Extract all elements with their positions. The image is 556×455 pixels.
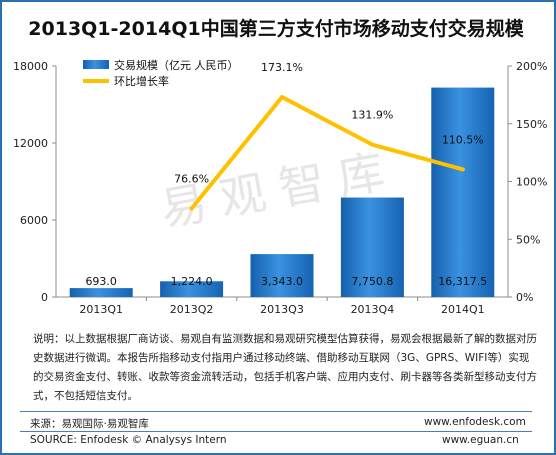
x-tick-label: 2013Q4	[351, 303, 395, 316]
legend-bar-swatch	[83, 60, 109, 69]
bar	[431, 87, 495, 297]
y-left-tick-label: 6000	[20, 214, 48, 227]
y-right-tick-label: 200%	[516, 60, 547, 73]
site-eguan: www.eguan.cn	[442, 434, 519, 446]
source-en: SOURCE: Enfodesk © Analysys Intern	[30, 434, 227, 446]
bar	[160, 281, 224, 297]
growth-value-label: 173.1%	[261, 61, 303, 74]
legend-bar-label: 交易规模（亿元 人民币）	[114, 58, 239, 72]
footer-divider-bottom	[20, 431, 532, 432]
bar-value-label: 693.0	[85, 275, 117, 288]
bar-value-label: 16,317.5	[438, 275, 487, 288]
bar	[250, 254, 314, 297]
x-tick-label: 2013Q3	[260, 303, 304, 316]
growth-point	[370, 142, 375, 147]
site-enfodesk: www.enfodesk.com	[424, 416, 526, 428]
growth-point	[280, 95, 284, 100]
bar	[340, 197, 404, 297]
growth-line	[189, 95, 465, 211]
y-right-tick-label: 150%	[516, 118, 547, 131]
y-left-tick-label: 18000	[13, 60, 48, 73]
growth-value-label: 110.5%	[442, 133, 484, 146]
bar-value-label: 7,750.8	[351, 275, 393, 288]
chart-title: 2013Q1-2014Q1中国第三方支付市场移动支付交易规模	[28, 18, 524, 40]
footer-divider-top	[20, 411, 532, 412]
chart-note: 说明：以上数据根据厂商访谈、易观自有监测数据和易观研究模型估算获得，易观会根据最…	[33, 333, 537, 402]
y-left-tick-label: 0	[41, 291, 48, 304]
growth-point	[460, 167, 465, 172]
y-right-tick-label: 0%	[516, 291, 533, 304]
chart-plot: 易观智库 0600012000180000%50%100%150%200%201…	[13, 58, 547, 316]
growth-value-label: 131.9%	[351, 109, 393, 122]
y-left-tick-label: 12000	[13, 137, 48, 150]
x-tick-label: 2014Q1	[441, 303, 485, 316]
bar	[69, 288, 133, 297]
y-right-tick-label: 100%	[516, 176, 547, 189]
bar-value-label: 1,224.0	[171, 275, 213, 288]
legend-line-label: 环比增长率	[114, 74, 169, 88]
bar-value-label: 3,343.0	[261, 275, 303, 288]
growth-value-label: 76.6%	[174, 173, 209, 186]
growth-point	[189, 206, 194, 211]
source-cn: 来源：易观国际·易观智库	[30, 418, 149, 430]
y-right-tick-label: 50%	[516, 233, 540, 246]
x-tick-label: 2013Q1	[79, 303, 123, 316]
x-tick-label: 2013Q2	[170, 303, 214, 316]
